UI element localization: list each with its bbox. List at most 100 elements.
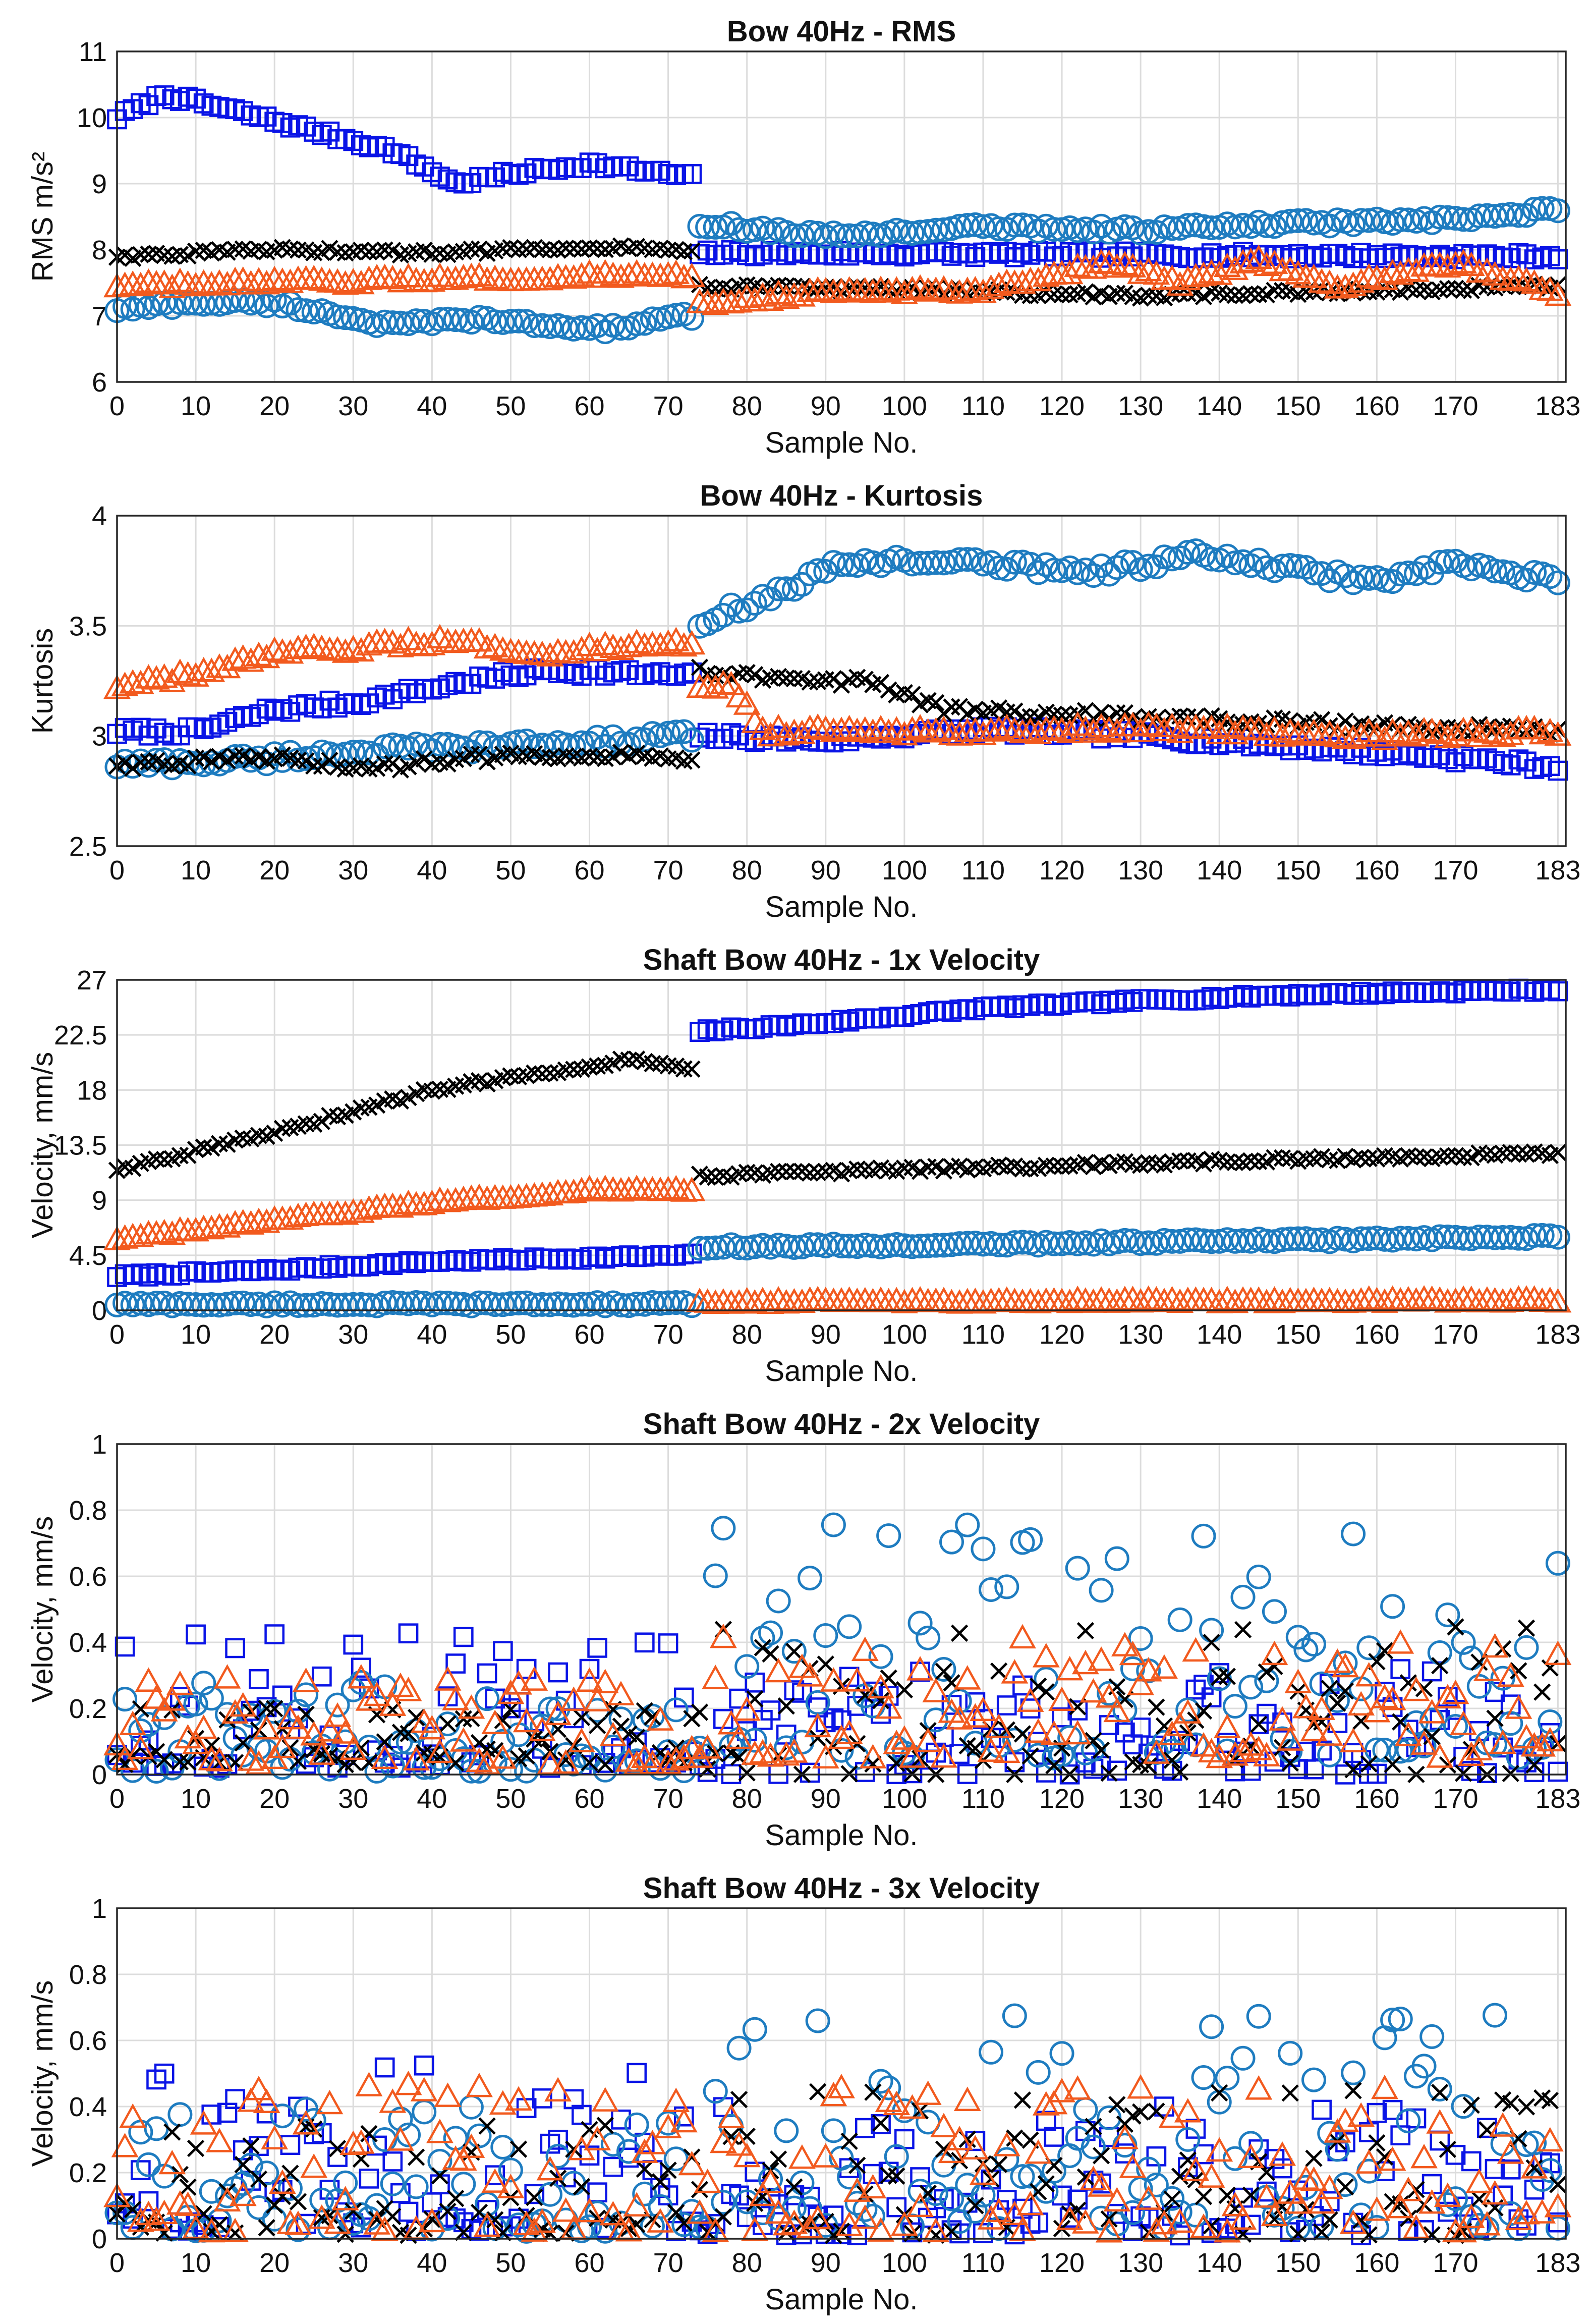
data-point-circle — [994, 557, 1019, 582]
data-point-cross — [628, 1729, 646, 1746]
data-point-triangle — [1355, 263, 1383, 288]
data-point-triangle — [576, 1667, 603, 1692]
data-point-circle — [1522, 1736, 1547, 1761]
data-point-triangle — [591, 630, 619, 655]
data-point-cross — [171, 2166, 189, 2183]
data-point-cross — [872, 1692, 890, 1709]
data-point-square — [1272, 2158, 1292, 2179]
data-point-circle — [907, 550, 933, 576]
data-point-triangle — [906, 714, 934, 739]
data-point-triangle — [1134, 1657, 1162, 1682]
data-point-triangle — [985, 715, 1013, 740]
data-point-triangle — [1457, 2203, 1485, 2229]
data-point-triangle — [473, 266, 501, 291]
data-point-circle — [569, 1292, 594, 1317]
chart-title: Shaft Bow 40Hz - 2x Velocity — [643, 1408, 1040, 1441]
data-point-triangle — [835, 276, 863, 301]
chart-panel-3: 0 10 20 30 40 50 60 70 80 90 100 110 120 130 140 150 160… — [26, 944, 1580, 1388]
data-point-triangle — [198, 271, 225, 296]
data-point-triangle — [828, 1724, 855, 1749]
data-point-circle — [199, 1292, 224, 1317]
data-point-triangle — [702, 1665, 729, 1689]
data-point-cross — [1171, 1152, 1189, 1170]
data-point-cross — [1407, 1148, 1425, 1166]
data-point-cross — [675, 2214, 693, 2232]
data-point-triangle — [1088, 1646, 1115, 1671]
data-point-triangle — [1206, 2137, 1233, 2162]
data-point-square — [760, 1700, 781, 1721]
data-point-triangle — [796, 1662, 824, 1687]
data-point-triangle — [536, 1750, 564, 1775]
data-point-circle — [1506, 203, 1531, 228]
data-point-square — [1548, 1761, 1568, 1782]
data-point-circle — [1104, 555, 1129, 580]
data-point-cross — [179, 247, 197, 265]
data-point-cross — [588, 1057, 606, 1075]
data-point-triangle — [1182, 2156, 1210, 2181]
data-point-circle — [1097, 562, 1122, 587]
data-point-triangle — [788, 2144, 816, 2169]
data-point-cross — [1399, 1674, 1417, 1692]
data-point-circle — [608, 1293, 634, 1318]
data-point-circle — [443, 307, 468, 333]
data-point-triangle — [922, 276, 950, 301]
data-point-circle — [868, 1644, 893, 1669]
data-point-circle — [199, 1686, 224, 1711]
data-point-circle — [971, 1536, 996, 1562]
data-point-circle — [1317, 213, 1342, 239]
data-point-triangle — [591, 2087, 619, 2112]
data-point-triangle — [221, 2218, 249, 2242]
data-point-square — [1312, 2099, 1332, 2120]
data-point-triangle — [379, 2088, 407, 2113]
data-point-cross — [636, 1702, 653, 1720]
data-point-triangle — [1505, 2205, 1532, 2230]
data-point-circle — [876, 1523, 901, 1548]
data-point-cross — [722, 2128, 740, 2145]
data-point-circle — [663, 303, 689, 328]
data-point-circle — [608, 316, 634, 341]
data-point-square — [1548, 249, 1568, 269]
data-point-cross — [289, 2193, 307, 2210]
data-point-circle — [1136, 219, 1161, 244]
data-point-square — [658, 1633, 678, 1653]
data-point-cross — [1313, 2223, 1331, 2241]
y-tick-label: 4 — [92, 501, 107, 531]
data-point-square — [1548, 981, 1568, 1002]
data-point-cross — [439, 755, 457, 773]
data-point-triangle — [843, 717, 871, 742]
data-point-triangle — [221, 1699, 249, 1724]
data-point-square — [587, 1638, 607, 1658]
data-point-circle — [1278, 2040, 1303, 2066]
data-point-triangle — [985, 2197, 1013, 2223]
data-point-circle — [931, 217, 956, 242]
data-point-triangle — [386, 2126, 414, 2151]
data-point-triangle — [1308, 268, 1336, 293]
data-point-triangle — [308, 1740, 335, 1765]
data-point-circle — [144, 1758, 169, 1784]
data-point-circle — [522, 1292, 547, 1317]
data-point-circle — [1034, 552, 1059, 577]
data-point-circle — [1483, 559, 1508, 584]
data-point-cross — [1171, 2168, 1189, 2185]
data-point-cross — [557, 1751, 575, 1769]
chart-panel-4: 0 10 20 30 40 50 60 70 80 90 100 110 120 130 140 150 160… — [26, 1408, 1580, 1852]
data-point-circle — [388, 1291, 413, 1316]
data-point-triangle — [229, 1692, 257, 1717]
data-point-triangle — [670, 1743, 698, 1768]
data-point-cross — [147, 1150, 165, 1168]
data-point-cross — [1234, 1621, 1252, 1639]
data-point-triangle — [820, 1667, 847, 1692]
y-tick-label: 0.4 — [69, 2092, 107, 2122]
x-tick-label: 110 — [961, 1784, 1005, 1814]
data-point-circle — [388, 310, 413, 336]
series-triangles — [103, 1623, 1572, 1775]
data-point-circle — [805, 1232, 830, 1257]
data-point-circle — [671, 2212, 697, 2237]
x-tick-label: 80 — [732, 1319, 762, 1350]
data-point-circle — [1002, 2003, 1027, 2028]
data-point-circle — [1490, 202, 1515, 228]
data-point-triangle — [1119, 1286, 1147, 1310]
x-tick-label: 110 — [961, 1319, 1005, 1350]
data-point-triangle — [1095, 716, 1123, 741]
data-point-circle — [451, 2172, 476, 2197]
